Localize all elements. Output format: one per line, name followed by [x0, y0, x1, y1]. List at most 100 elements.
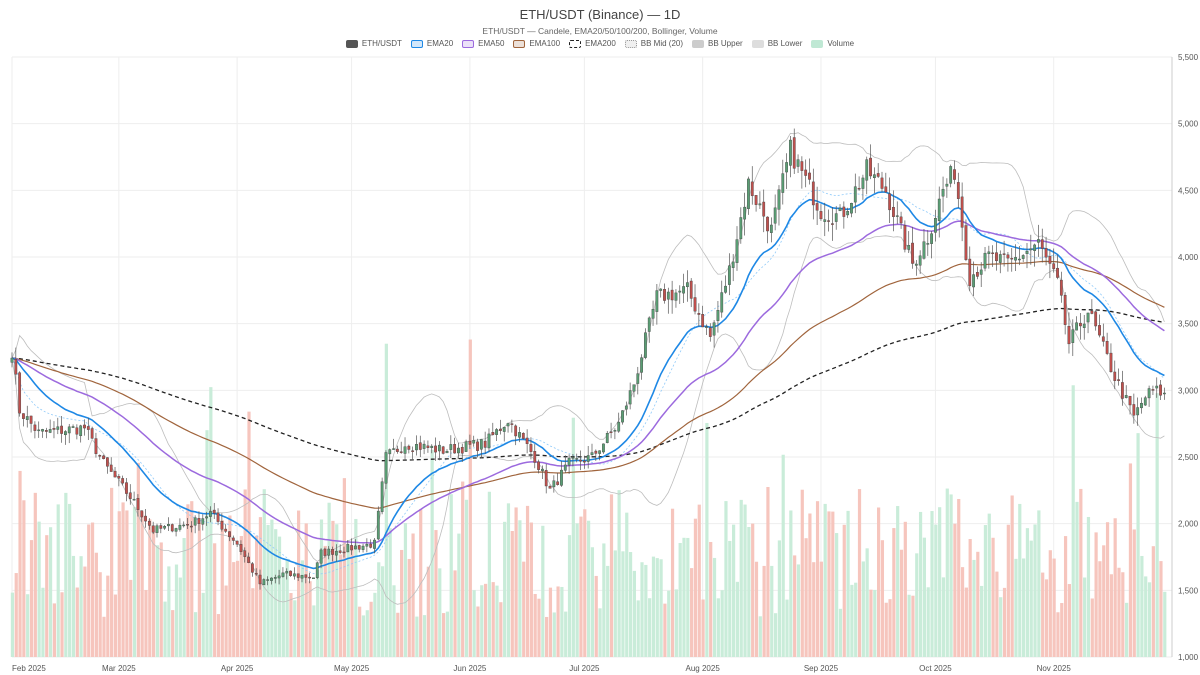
volume-bar	[537, 598, 541, 657]
x-tick-label: Mar 2025	[102, 664, 136, 673]
candle	[586, 455, 590, 462]
candle	[350, 545, 353, 551]
volume-bar	[930, 511, 934, 657]
y-tick-label: 5,000	[1178, 120, 1199, 129]
candle	[907, 244, 911, 250]
legend-swatch	[751, 39, 764, 48]
volume-bar	[686, 537, 690, 657]
candle	[125, 482, 128, 494]
x-tick-label: Oct 2025	[919, 664, 952, 673]
candle	[193, 517, 197, 526]
candle	[205, 516, 208, 519]
volume-bar	[232, 562, 236, 657]
volume-bar	[552, 612, 556, 657]
candle	[613, 430, 617, 432]
candle	[243, 550, 247, 557]
volume-bar	[1056, 612, 1060, 657]
volume-bar	[907, 594, 911, 657]
legend-item[interactable]: EMA50	[462, 39, 504, 48]
volume-bar	[87, 524, 91, 657]
candle	[117, 476, 121, 479]
volume-bar	[384, 343, 388, 657]
y-tick-label: 4,000	[1178, 253, 1199, 262]
volume-bar	[1086, 516, 1091, 657]
volume-bar	[304, 523, 308, 657]
volume-bar	[56, 504, 60, 657]
candles	[10, 128, 1166, 590]
legend-item[interactable]: Volume	[811, 39, 854, 48]
volume-bar	[586, 520, 591, 657]
candle	[487, 433, 491, 449]
candle	[323, 548, 327, 556]
volume-bar	[449, 494, 453, 657]
legend-item[interactable]: EMA100	[513, 39, 560, 48]
legend-item[interactable]: ETH/USDT	[345, 39, 402, 48]
volume-bar	[712, 557, 717, 657]
volume-bar	[392, 585, 396, 657]
candle	[1121, 382, 1124, 399]
candle	[178, 524, 182, 530]
candle	[716, 310, 720, 321]
volume-bar	[770, 565, 774, 657]
candle	[29, 415, 33, 424]
volume-bar	[594, 575, 598, 657]
candle	[1044, 248, 1048, 258]
volume-bar	[938, 507, 942, 657]
volume-bar	[1063, 536, 1068, 657]
candle	[945, 183, 949, 187]
volume-bar	[926, 587, 930, 657]
volume-bar	[1044, 579, 1049, 657]
volume-bar	[968, 539, 972, 657]
volume-bar	[369, 601, 373, 657]
volume-bar	[90, 522, 95, 657]
volume-bar	[361, 615, 366, 657]
volume-bar	[113, 594, 118, 657]
volume-bar	[68, 503, 72, 657]
volume-bar	[125, 510, 129, 657]
volume-bar	[892, 528, 896, 657]
y-tick-label: 4,500	[1178, 186, 1199, 195]
legend-swatch	[462, 39, 475, 48]
volume-bar	[140, 511, 144, 657]
candle	[1090, 310, 1094, 314]
candle	[354, 545, 357, 550]
volume-bar	[64, 492, 68, 657]
volume-bar	[1125, 602, 1129, 657]
candle	[1021, 255, 1025, 259]
legend-item[interactable]: BB Mid (20)	[624, 39, 683, 48]
y-tick-label: 3,500	[1178, 320, 1199, 329]
volume-bar	[1018, 503, 1022, 657]
legend-item[interactable]: BB Upper	[692, 39, 743, 48]
legend-item[interactable]: BB Lower	[751, 39, 802, 48]
volume-bar	[296, 510, 301, 657]
candle	[315, 562, 319, 578]
volume-bar	[83, 566, 87, 657]
candle	[987, 251, 991, 255]
candle	[979, 269, 983, 275]
candle	[689, 280, 693, 299]
candle	[666, 291, 670, 300]
candle	[1063, 295, 1067, 325]
candle	[605, 432, 609, 443]
candle	[86, 426, 90, 430]
volume-bar	[678, 542, 682, 657]
legend-item[interactable]: EMA200	[569, 39, 616, 48]
candle	[1098, 325, 1101, 336]
x-tick-label: May 2025	[334, 664, 370, 673]
legend-item[interactable]: EMA20	[410, 39, 453, 48]
volume-bar	[865, 548, 869, 657]
candle	[1040, 239, 1044, 249]
candle	[289, 570, 292, 576]
ema-lines	[11, 191, 1165, 570]
candle	[319, 549, 323, 564]
volume-bar	[731, 524, 736, 657]
volume-bar	[483, 583, 488, 657]
candle	[731, 261, 735, 268]
candle	[1017, 258, 1021, 261]
candle	[949, 166, 953, 184]
volume-bar	[598, 608, 602, 657]
volume-bar	[190, 501, 194, 657]
candle	[735, 239, 739, 263]
candle	[998, 254, 1002, 263]
volume-bar	[430, 449, 434, 657]
